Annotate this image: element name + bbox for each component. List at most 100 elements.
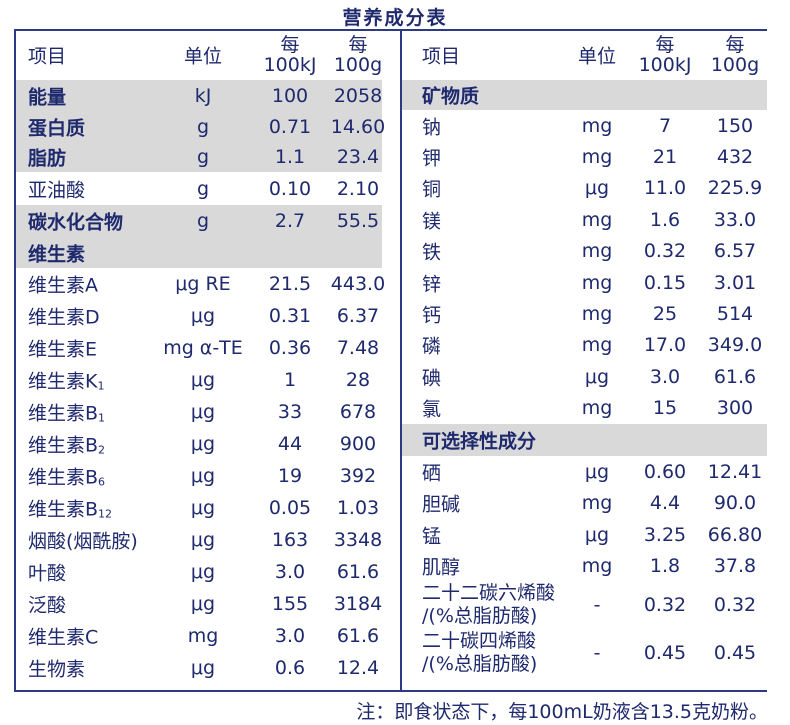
item-name: 维生素 <box>28 239 85 266</box>
table-row: 锰 μg 3.25 66.80 <box>402 519 767 551</box>
table-row: 脂肪 g 1.1 23.4 <box>16 142 382 172</box>
header-per_kj-line1: 每 <box>280 34 300 56</box>
item-name-line2: /(%总脂肪酸) <box>422 604 538 627</box>
per-100kj-cell: 3.0 <box>649 365 681 388</box>
per-100g-cell: 66.80 <box>707 523 763 546</box>
per-100g-cell: 12.4 <box>336 657 380 679</box>
per-100g-cell: 349.0 <box>707 334 763 357</box>
per-100g-cell: 14.60 <box>330 115 386 138</box>
item-name-text: 维生素D <box>28 306 100 329</box>
item-name: 硒 <box>422 458 441 485</box>
item-name-text: 可选择性成分 <box>422 430 537 453</box>
per-100g-cell: 225.9 <box>707 177 763 200</box>
per-100kj-cell: 33 <box>277 401 303 423</box>
item-name: 泛酸 <box>28 591 66 618</box>
section-header: 可选择性成分 <box>402 423 767 456</box>
table-row: 镁 mg 1.6 33.0 <box>402 204 767 235</box>
item-name: 二十碳四烯酸/(%总脂肪酸) <box>422 630 537 676</box>
item-name-text: 脂肪 <box>28 147 67 170</box>
unit-cell: mg <box>581 492 613 515</box>
item-name: 碘 <box>422 363 441 390</box>
item-name: 烟酸(烟酰胺) <box>28 527 138 554</box>
per-100g-cell: 37.8 <box>713 555 757 578</box>
unit-cell: μg <box>190 593 216 615</box>
unit-cell: g <box>196 177 210 200</box>
item-name: 脂肪 <box>28 144 66 171</box>
header-per_kj: 每 100kJ <box>264 35 317 75</box>
item-name-subscript: 2 <box>98 443 106 457</box>
item-name-text: 磷 <box>422 335 442 358</box>
per-100kj-cell: 0.32 <box>643 240 687 263</box>
unit-cell: μg <box>190 657 216 679</box>
item-name: 蛋白质 <box>28 113 85 140</box>
item-name-line1: 二十碳四烯酸 <box>422 629 537 652</box>
per-100g-cell: 23.4 <box>336 146 380 168</box>
table-row: 胆碱 mg 4.4 90.0 <box>402 487 767 519</box>
unit-cell: mg <box>581 397 613 420</box>
item-name-text: 硒 <box>422 462 442 485</box>
unit-cell: g <box>196 146 210 168</box>
item-name-text: 维生素C <box>28 626 99 649</box>
item-name-text: 维生素B <box>28 402 99 425</box>
item-name: 维生素A <box>28 271 98 298</box>
per-100g-cell: 6.37 <box>336 305 380 327</box>
item-name: 维生素C <box>28 623 98 650</box>
header-unit: 单位 <box>183 45 223 68</box>
per-100kj-cell: 155 <box>271 593 309 615</box>
item-name: 叶酸 <box>28 559 66 586</box>
per-100kj-cell: 15 <box>652 397 678 420</box>
per-100g-cell: 61.6 <box>336 561 380 583</box>
item-name-text: 能量 <box>28 86 67 108</box>
table-row: 生物素 μg 0.6 12.4 <box>16 652 382 684</box>
per-100g-cell: 0.45 <box>713 641 757 664</box>
table-row: 碘 μg 3.0 61.6 <box>402 361 767 392</box>
per-100kj-cell: 3.0 <box>274 625 306 647</box>
item-name-subscript: 12 <box>98 507 113 521</box>
table-row: 烟酸(烟酰胺) μg 163 3348 <box>16 524 382 556</box>
unit-cell: - <box>593 593 601 616</box>
table-row: 维生素B12 μg 0.05 1.03 <box>16 492 382 524</box>
header-item: 项目 <box>28 45 67 68</box>
per-100g-cell: 3.01 <box>713 271 757 294</box>
table-row: 二十二碳六烯酸/(%总脂肪酸) - 0.32 0.32 <box>402 582 767 628</box>
table-row: 碳水化合物 g 2.7 55.5 <box>16 205 382 237</box>
item-name-text: 氯 <box>422 398 442 421</box>
unit-cell: mg <box>187 625 219 647</box>
header-unit: 单位 <box>577 45 617 68</box>
table-row: 维生素B6 μg 19 392 <box>16 460 382 492</box>
unit-cell: mg <box>581 114 613 137</box>
per-100kj-cell: 25 <box>652 303 678 326</box>
item-name: 维生素B2 <box>28 431 105 458</box>
item-name-text: 钾 <box>422 147 442 170</box>
per-100kj-cell: 11.0 <box>643 177 687 200</box>
unit-cell: μg <box>584 523 610 546</box>
per-100g-cell: 90.0 <box>713 492 757 515</box>
header-per_g: 每 100g <box>334 35 382 75</box>
per-100g-cell: 33.0 <box>713 208 757 231</box>
header-per_kj-line2: 100kJ <box>263 54 317 76</box>
item-name-text: 钙 <box>422 304 442 327</box>
item-name: 亚油酸 <box>28 175 85 202</box>
per-100g-cell: 2058 <box>333 84 383 107</box>
unit-cell: g <box>196 115 210 138</box>
item-name-text: 铜 <box>422 178 442 201</box>
item-name-text: 碘 <box>422 367 442 390</box>
item-name-text: 维生素A <box>28 274 98 297</box>
item-name: 生物素 <box>28 655 85 682</box>
item-name: 维生素B1 <box>28 399 105 426</box>
table-title: 营养成分表 <box>342 7 448 29</box>
header-row: 项目 单位每 100kJ 每 100g <box>402 30 767 80</box>
table-row: 泛酸 μg 155 3184 <box>16 588 382 620</box>
per-100kj-cell: 4.4 <box>649 492 681 515</box>
table-row: 维生素A μg RE 21.5 443.0 <box>16 268 385 300</box>
item-name-text: 肌醇 <box>422 556 461 579</box>
header-per_g-line1: 每 <box>725 34 745 56</box>
table-row: 铜 μg 11.0 225.9 <box>402 173 767 204</box>
table-row: 亚油酸 g 0.10 2.10 <box>16 172 382 205</box>
per-100kj-cell: 0.32 <box>643 593 687 616</box>
header-row: 项目 单位 每 100kJ 每 100g <box>16 30 382 80</box>
per-100g-cell: 55.5 <box>336 210 380 232</box>
per-100kj-cell: 0.05 <box>268 497 312 519</box>
item-name-text: 泛酸 <box>28 594 67 617</box>
per-100kj-cell: 44 <box>277 433 303 455</box>
